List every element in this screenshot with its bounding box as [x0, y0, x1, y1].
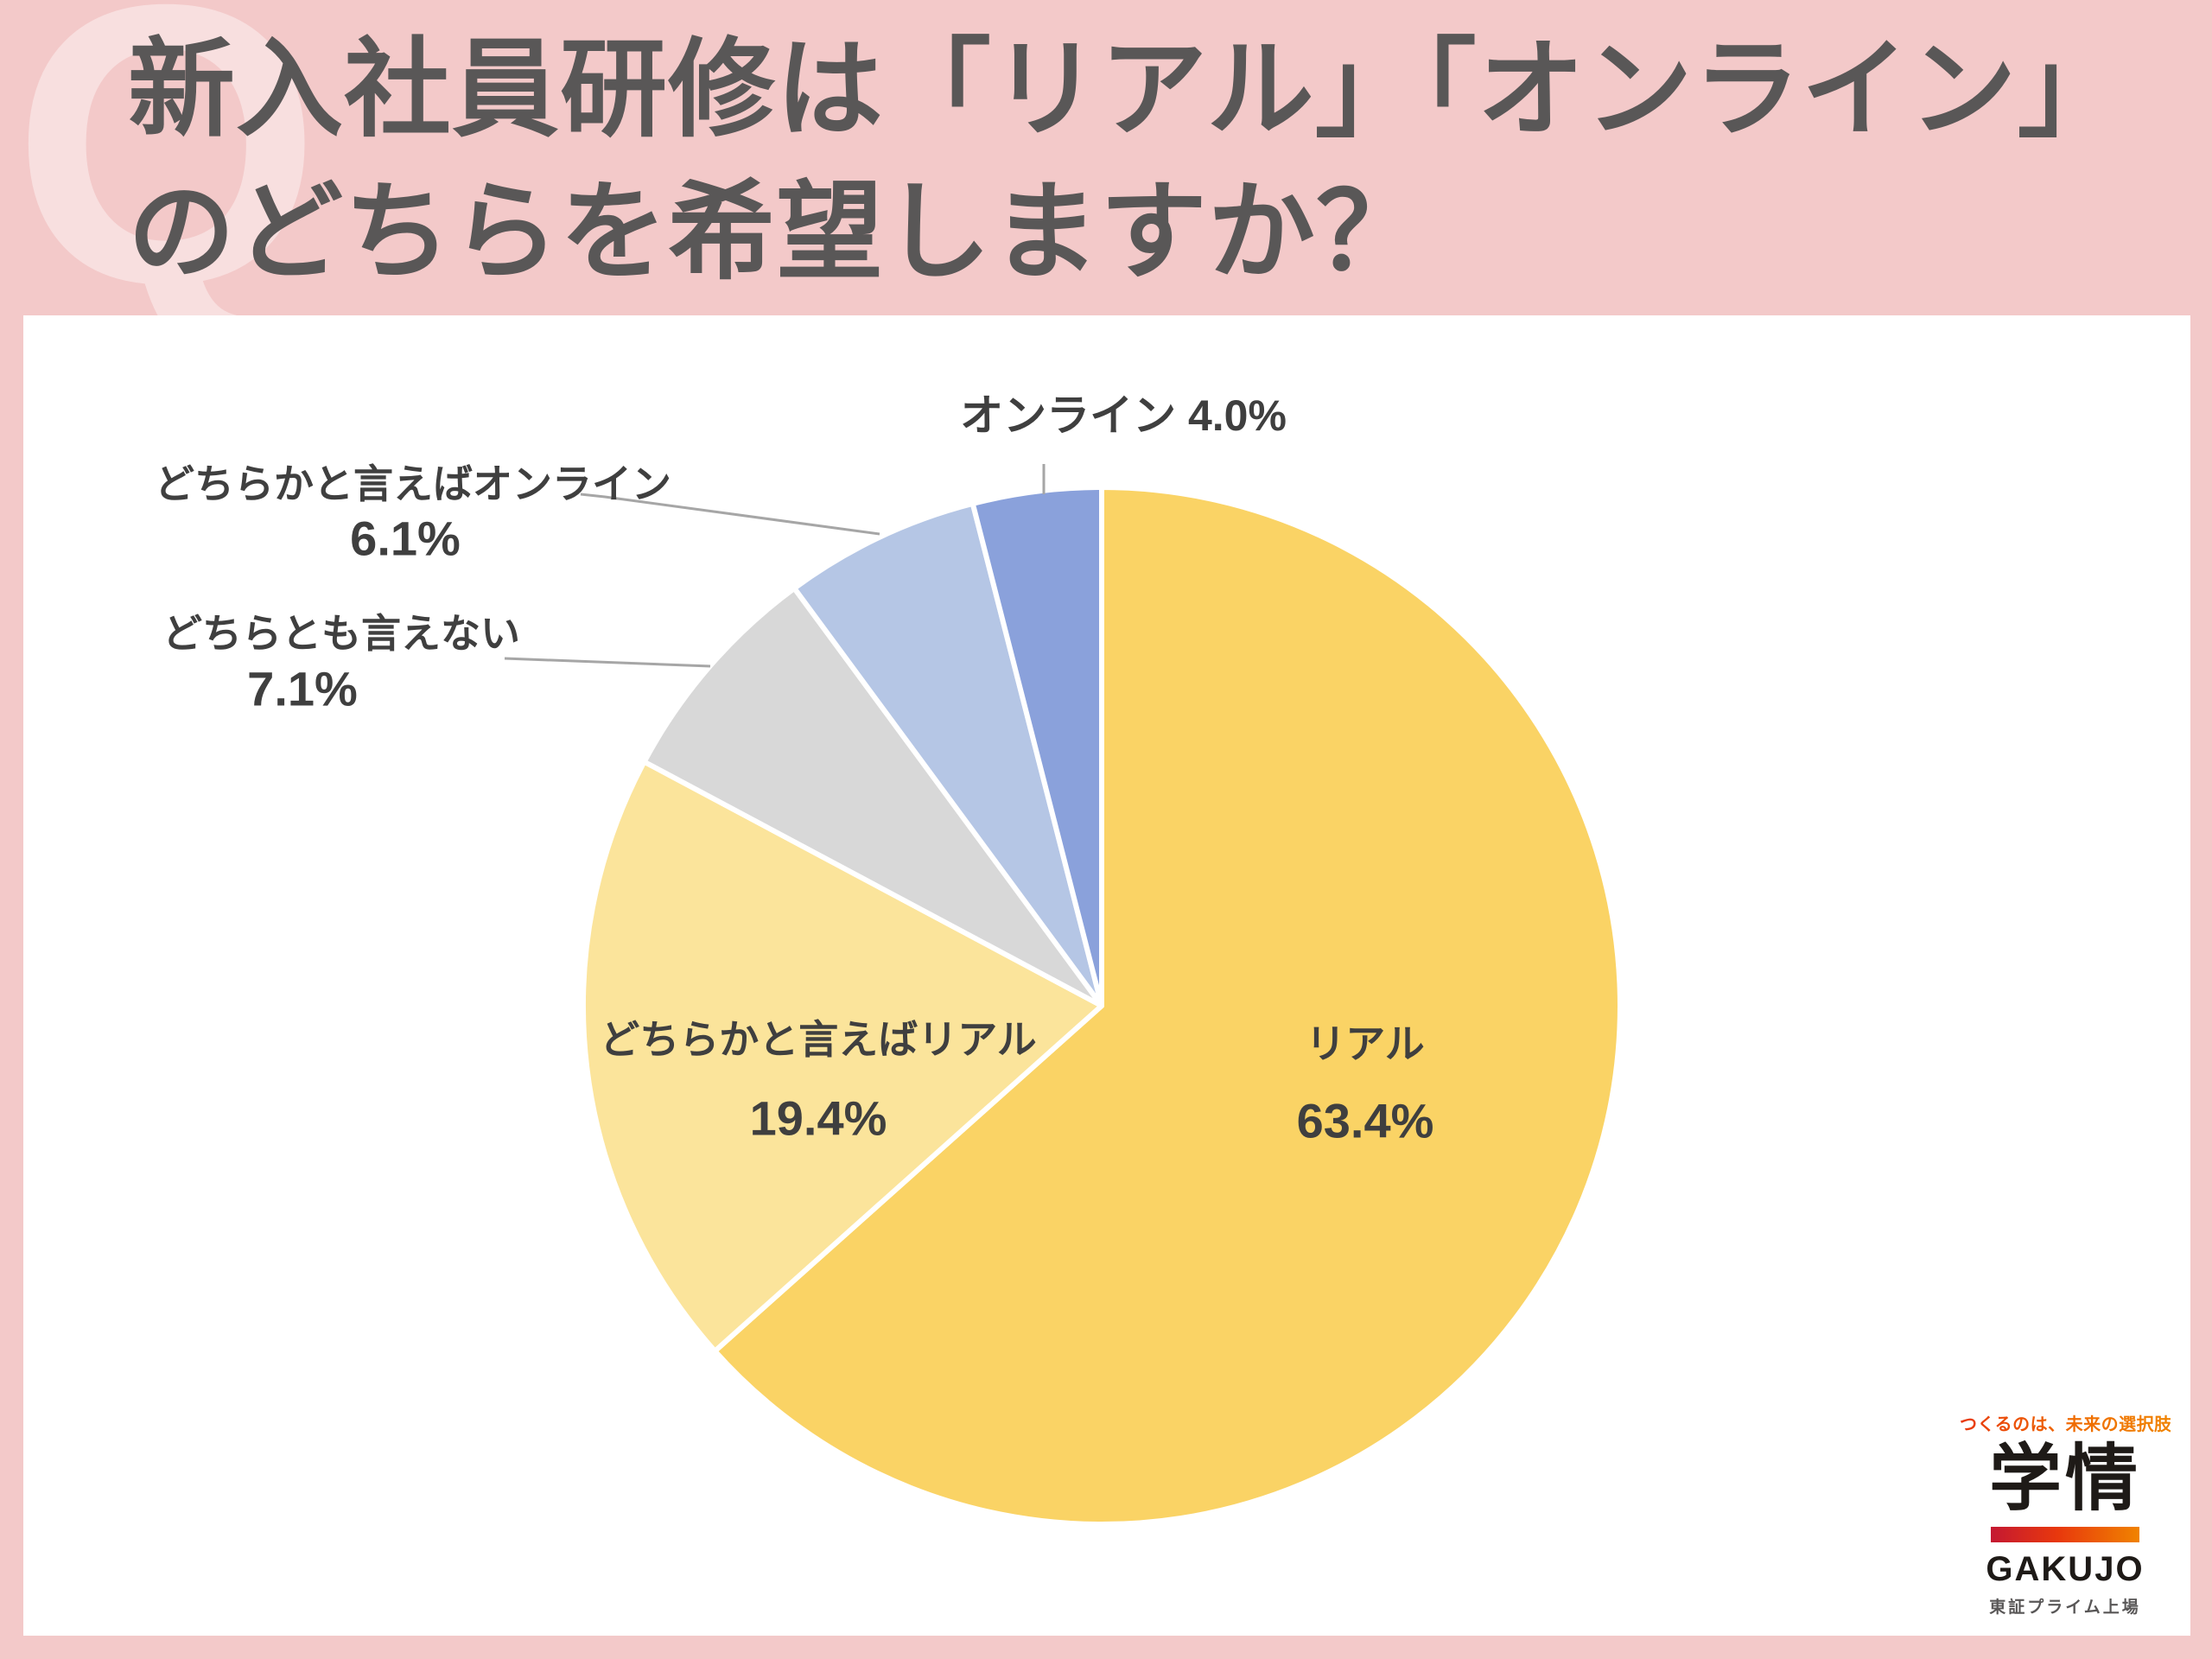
pie-slices: [581, 485, 1623, 1527]
slice-label-online: オンライン 4.0%: [960, 391, 1287, 440]
logo-kanji: 学情: [1988, 1438, 2141, 1519]
pie-slice-1: [581, 759, 1104, 1354]
slice-label-rather-real: どちらかと言えばリアル: [600, 1017, 1037, 1062]
slice-value-real: 63.4%: [1296, 1093, 1434, 1148]
pie-slice-3: [791, 500, 1104, 1008]
logo-listing: 東証プライム上場: [1989, 1599, 2141, 1617]
question-title-line1: 新入社員研修は「リアル」「オンライン」: [128, 30, 2126, 149]
question-title-line2: のどちらを希望しますか？: [128, 173, 1425, 292]
logo-gradient-bar: [1991, 1527, 2139, 1542]
slice-label-rather-online: どちらかと言えばオンライン: [155, 461, 671, 506]
leader-line-neither: [504, 657, 711, 668]
question-header: Q 新入社員研修は「リアル」「オンライン」 のどちらを希望しますか？: [0, 0, 2212, 315]
logo-name: GAKUJO: [1986, 1550, 2145, 1588]
slice-label-real: リアル: [1306, 1021, 1425, 1066]
pie-slice-4: [969, 485, 1104, 1008]
q-watermark: Q: [12, 0, 321, 315]
slice-value-rather-real: 19.4%: [749, 1090, 887, 1146]
logo-tagline: つくるのは、未来の選択肢: [1960, 1410, 2171, 1435]
slice-value-rather-online: 6.1%: [350, 511, 461, 566]
gakujo-logo: つくるのは、未来の選択肢 学情 GAKUJO 東証プライム上場: [1960, 1410, 2171, 1616]
slice-label-neither: どちらとも言えない: [162, 611, 520, 656]
slice-value-neither: 7.1%: [247, 661, 358, 716]
pie-slice-0: [712, 485, 1623, 1527]
leader-line-rather-online: [580, 493, 880, 536]
question-title: 新入社員研修は「リアル」「オンライン」 のどちらを希望しますか？: [128, 19, 2126, 304]
